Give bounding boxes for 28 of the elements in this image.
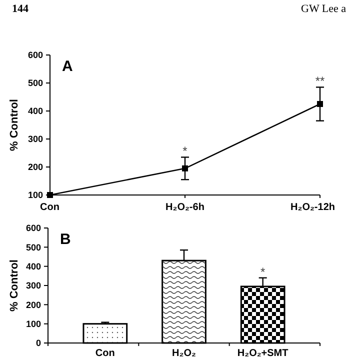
y-tick-label: 100 (26, 318, 41, 329)
y-tick-label: 0 (36, 338, 41, 348)
x-tick-label: Con (40, 202, 60, 213)
y-tick-label: 200 (28, 162, 43, 172)
x-tick-label: H₂O₂-6h (166, 202, 204, 213)
y-axis-title: % Control (8, 99, 21, 151)
y-axis-title: % Control (8, 260, 21, 312)
annotation: * (260, 264, 266, 279)
y-tick-label: 400 (28, 106, 43, 116)
y-tick-label: 600 (28, 50, 43, 60)
x-tick-label: H₂O₂-12h (290, 202, 335, 213)
y-tick-label: 200 (26, 300, 41, 310)
y-tick-label: 300 (28, 134, 43, 144)
text: 144 (12, 3, 29, 15)
annotation: ** (315, 74, 325, 88)
x-tick-label: Con (95, 348, 115, 359)
y-tick-label: 500 (26, 242, 41, 252)
annotation: * (182, 144, 188, 158)
y-tick-label: 400 (26, 261, 41, 272)
y-tick-label: 600 (26, 223, 41, 234)
y-tick-label: 500 (28, 78, 43, 88)
x-tick-label: H₂O₂+SMT (237, 348, 288, 359)
text: GW Lee a (301, 3, 346, 15)
y-tick-label: 100 (28, 190, 43, 200)
chart-title: B (60, 231, 71, 248)
x-tick-label: H₂O₂ (172, 348, 196, 359)
y-tick-label: 300 (26, 280, 41, 291)
chart-title: A (62, 58, 73, 75)
